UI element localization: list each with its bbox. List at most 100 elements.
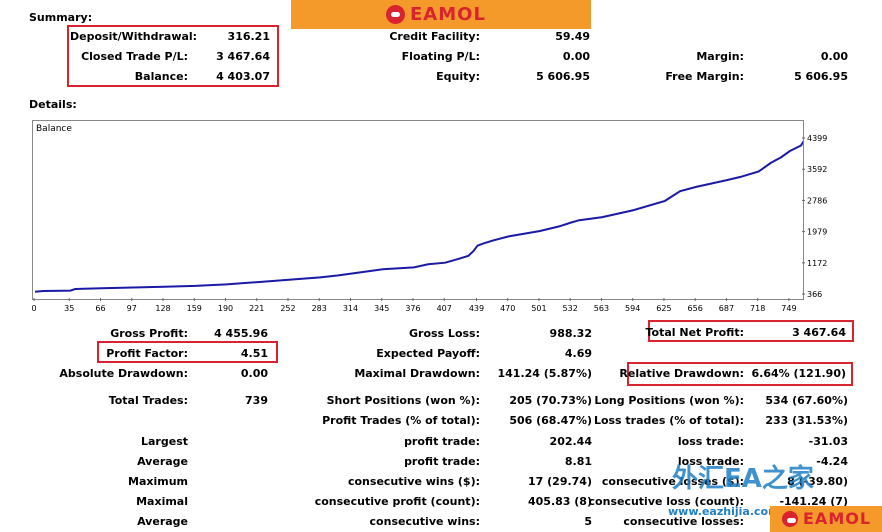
bottom-eamol-logo: EAMOL — [782, 509, 871, 528]
floating-value: 0.00 — [562, 50, 590, 63]
balance-label: Balance: — [134, 70, 188, 83]
y-tick-label: 3592 — [807, 165, 827, 174]
x-tick-label: 221 — [249, 304, 264, 313]
details-heading: Details: — [29, 98, 77, 111]
average-profit-value: 8.81 — [564, 455, 592, 468]
avg-consecutive-losses-label: consecutive losses: — [623, 515, 744, 528]
profit-factor-label: Profit Factor: — [106, 347, 188, 360]
loss-trades-label: Loss trades (% of total): — [593, 414, 744, 427]
maximal-drawdown-value: 141.24 (5.87%) — [497, 367, 593, 380]
deposit-value: 316.21 — [227, 30, 270, 43]
largest-loss-label: loss trade: — [677, 435, 744, 448]
bottom-eamol-logo-text: EAMOL — [803, 509, 872, 528]
gross-profit-value: 4 455.96 — [214, 327, 268, 340]
total-net-profit-label: Total Net Profit: — [645, 326, 745, 339]
max-consecutive-losses-label: consecutive losses ($): — [601, 475, 744, 488]
average-loss-value: -4.24 — [816, 455, 848, 468]
x-tick-label: 190 — [218, 304, 233, 313]
relative-drawdown-value: 6.64% (121.90) — [751, 367, 847, 380]
x-tick-label: 718 — [750, 304, 765, 313]
free-margin-label: Free Margin: — [665, 70, 744, 83]
x-tick-label: 594 — [625, 304, 640, 313]
x-tick-label: 252 — [280, 304, 295, 313]
maximal-consecutive-profit-label: consecutive profit (count): — [314, 495, 480, 508]
maximal-consecutive-loss-value: -141.24 (7) — [779, 495, 848, 508]
credit-label: Credit Facility: — [389, 30, 480, 43]
x-tick-label: 749 — [781, 304, 796, 313]
balance-chart: Balance — [32, 120, 804, 300]
x-tick-label: 563 — [594, 304, 609, 313]
avg-consecutive-wins-label: consecutive wins: — [369, 515, 480, 528]
bottom-brand-banner: EAMOL — [770, 506, 882, 532]
x-axis: 0 35 66 97 128 159 190 221 252 283 314 345 376 407 439… — [32, 298, 797, 313]
eamol-logo-icon — [386, 5, 405, 24]
equity-label: Equity: — [436, 70, 480, 83]
maximal-drawdown-label: Maximal Drawdown: — [354, 367, 480, 380]
largest-profit-label: profit trade: — [404, 435, 480, 448]
x-tick-label: 656 — [688, 304, 703, 313]
balance-value: 4 403.07 — [216, 70, 270, 83]
equity-value: 5 606.95 — [536, 70, 590, 83]
profit-factor-value: 4.51 — [240, 347, 268, 360]
short-positions-label: Short Positions (won %): — [326, 394, 480, 407]
expected-payoff-label: Expected Payoff: — [376, 347, 480, 360]
profit-trades-label: Profit Trades (% of total): — [322, 414, 480, 427]
maximum-label: Maximum — [128, 475, 188, 488]
x-tick-label: 501 — [531, 304, 546, 313]
x-tick-label: 625 — [656, 304, 671, 313]
long-positions-value: 534 (67.60%) — [765, 394, 848, 407]
maximal-label: Maximal — [136, 495, 188, 508]
y-tick-label: 2786 — [807, 196, 827, 205]
max-consecutive-wins-label: consecutive wins ($): — [347, 475, 480, 488]
profit-trades-value: 506 (68.47%) — [509, 414, 592, 427]
total-trades-value: 739 — [245, 394, 268, 407]
gross-profit-label: Gross Profit: — [110, 327, 188, 340]
bottom-eamol-logo-icon — [782, 510, 798, 527]
margin-label: Margin: — [696, 50, 744, 63]
watermark-url: www.eazhijia.com — [668, 505, 780, 518]
short-positions-value: 205 (70.73%) — [509, 394, 592, 407]
x-tick-label: 345 — [374, 304, 389, 313]
net-profit-highlight-box — [648, 320, 854, 342]
margin-value: 0.00 — [820, 50, 848, 63]
x-tick-label: 439 — [469, 304, 484, 313]
x-tick-label: 687 — [719, 304, 734, 313]
average-profit-label: profit trade: — [404, 455, 480, 468]
x-tick-label: 532 — [563, 304, 578, 313]
summary-highlight-box — [67, 25, 279, 87]
profit-factor-highlight-box — [97, 341, 278, 363]
credit-value: 59.49 — [555, 30, 590, 43]
total-trades-label: Total Trades: — [108, 394, 188, 407]
x-tick-label: 407 — [437, 304, 452, 313]
eamol-logo-text: EAMOL — [410, 4, 486, 25]
eamol-logo: EAMOL — [386, 4, 486, 25]
relative-drawdown-label: Relative Drawdown: — [619, 367, 744, 380]
x-tick-label: 470 — [500, 304, 515, 313]
expected-payoff-value: 4.69 — [564, 347, 592, 360]
average-label: Average — [137, 455, 188, 468]
chart-title: Balance — [36, 124, 72, 134]
y-axis: 4399 3592 2786 1979 1172 366 — [802, 134, 827, 298]
x-tick-label: 128 — [155, 304, 170, 313]
absolute-drawdown-value: 0.00 — [240, 367, 268, 380]
x-tick-label: 66 — [95, 304, 105, 313]
loss-trades-value: 233 (31.53%) — [765, 414, 848, 427]
maximal-consecutive-profit-value: 405.83 (8) — [528, 495, 592, 508]
max-consecutive-losses-value: 8 (-39.80) — [787, 475, 848, 488]
y-tick-label: 366 — [807, 290, 822, 298]
x-tick-label: 283 — [312, 304, 327, 313]
absolute-drawdown-label: Absolute Drawdown: — [59, 367, 188, 380]
maximal-consecutive-loss-label: consecutive loss (count): — [588, 495, 744, 508]
x-tick-label: 314 — [343, 304, 358, 313]
largest-label: Largest — [141, 435, 188, 448]
gross-loss-label: Gross Loss: — [409, 327, 480, 340]
average-consecutive-label: Average — [137, 515, 188, 528]
y-tick-label: 4399 — [807, 134, 827, 143]
avg-consecutive-wins-value: 5 — [584, 515, 592, 528]
x-tick-label: 0 — [32, 304, 37, 313]
y-tick-label: 1979 — [807, 228, 827, 237]
largest-loss-value: -31.03 — [808, 435, 848, 448]
x-tick-label: 97 — [127, 304, 137, 313]
brand-banner: EAMOL — [291, 0, 591, 29]
closed-trade-label: Closed Trade P/L: — [81, 50, 188, 63]
